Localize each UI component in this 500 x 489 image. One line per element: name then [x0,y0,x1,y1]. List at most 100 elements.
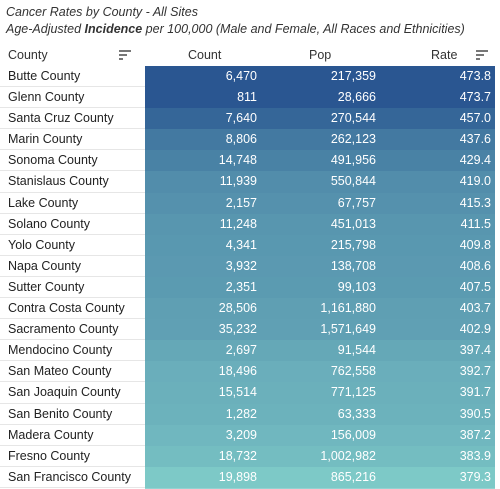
table-row[interactable]: Contra Costa County 28,506 1,161,880 403.7 [0,298,496,321]
heat-cell: 3,209 156,009 387.2 [145,424,495,447]
count-cell: 4,341 [225,237,257,252]
header-count[interactable]: Count [188,48,222,62]
heat-cell: 15,514 771,125 391.7 [145,382,495,405]
header-pop[interactable]: Pop [309,48,332,62]
count-cell: 35,232 [218,322,257,337]
table-row[interactable]: Stanislaus County 11,939 550,844 419.0 [0,171,496,194]
county-cell: Santa Cruz County [0,108,145,130]
rate-cell: 391.7 [459,385,491,400]
pop-cell: 1,571,649 [320,322,376,337]
rate-cell: 390.5 [459,406,491,421]
subtitle-prefix: Age-Adjusted [6,22,85,36]
table-row[interactable]: Solano County 11,248 451,013 411.5 [0,213,496,236]
table-row[interactable]: Sacramento County 35,232 1,571,649 402.9 [0,319,496,342]
county-cell: Fresno County [0,446,145,467]
pop-cell: 63,333 [337,406,376,421]
rate-cell: 415.3 [459,195,491,210]
pop-cell: 156,009 [330,427,376,442]
county-cell: San Francisco County [0,467,145,488]
table-row[interactable]: Yolo County 4,341 215,798 409.8 [0,234,496,257]
county-cell: Contra Costa County [0,298,145,320]
table-row[interactable]: Lake County 2,157 67,757 415.3 [0,192,496,215]
table-row[interactable]: Napa County 3,932 138,708 408.6 [0,255,496,278]
county-cell: San Benito County [0,404,145,425]
table-row[interactable]: Marin County 8,806 262,123 437.6 [0,129,496,152]
sort-icon[interactable] [119,50,131,60]
table-row[interactable]: Mendocino County 2,697 91,544 397.4 [0,340,496,363]
heat-cell: 19,898 865,216 379.3 [145,466,495,489]
table-row[interactable]: Santa Cruz County 7,640 270,544 457.0 [0,108,496,131]
rate-cell: 408.6 [459,258,491,273]
table-row[interactable]: San Mateo County 18,496 762,558 392.7 [0,361,496,384]
table-row[interactable]: Sonoma County 14,748 491,956 429.4 [0,150,496,173]
count-cell: 11,248 [219,216,257,231]
table-row[interactable]: Butte County 6,470 217,359 473.8 [0,66,496,89]
table-row[interactable]: Madera County 3,209 156,009 387.2 [0,424,496,447]
count-cell: 14,748 [218,153,257,168]
county-cell: Stanislaus County [0,171,145,193]
county-cell: Lake County [0,193,145,214]
table-row[interactable]: San Francisco County 19,898 865,216 379.3 [0,466,496,489]
count-cell: 2,157 [225,195,257,210]
pop-cell: 138,708 [330,258,376,273]
rate-cell: 407.5 [459,279,491,294]
county-cell: Butte County [0,66,145,88]
pop-cell: 217,359 [330,69,376,83]
table-row[interactable]: San Benito County 1,282 63,333 390.5 [0,403,496,426]
pop-cell: 771,125 [330,385,376,400]
rate-cell: 383.9 [459,448,491,463]
pop-cell: 451,013 [330,216,376,231]
heat-cell: 11,248 451,013 411.5 [145,213,495,236]
rate-cell: 473.7 [459,90,491,105]
county-cell: Sonoma County [0,150,145,172]
header-rate[interactable]: Rate [431,48,458,62]
county-cell: Yolo County [0,235,145,256]
rate-cell: 419.0 [459,174,491,189]
table-body: Butte County 6,470 217,359 473.8 Glenn Count… [0,66,496,489]
pop-cell: 491,956 [330,153,376,168]
heat-cell: 18,732 1,002,982 383.9 [145,445,495,468]
sort-icon[interactable] [476,50,488,60]
heat-cell: 3,932 138,708 408.6 [145,255,495,278]
heat-cell: 4,341 215,798 409.8 [145,234,495,257]
county-cell: Glenn County [0,87,145,109]
heat-cell: 2,157 67,757 415.3 [145,192,495,215]
count-cell: 18,496 [218,364,257,379]
chart-title: Cancer Rates by County - All Sites [6,5,198,19]
county-cell: Solano County [0,214,145,235]
heat-cell: 35,232 1,571,649 402.9 [145,319,495,342]
pop-cell: 99,103 [337,279,376,294]
count-cell: 6,470 [225,69,257,83]
table-row[interactable]: San Joaquin County 15,514 771,125 391.7 [0,382,496,405]
pop-cell: 762,558 [330,364,376,379]
count-cell: 3,932 [225,258,257,273]
rate-cell: 473.8 [459,69,491,83]
county-cell: San Mateo County [0,361,145,383]
subtitle-suffix: per 100,000 (Male and Female, All Races … [142,22,465,36]
rate-cell: 402.9 [459,322,491,337]
heat-cell: 11,939 550,844 419.0 [145,171,495,194]
count-cell: 2,351 [225,279,257,294]
count-cell: 1,282 [225,406,257,421]
heat-cell: 2,351 99,103 407.5 [145,276,495,300]
rate-cell: 387.2 [459,427,491,442]
table-header: County Count Pop Rate [0,44,496,66]
count-cell: 7,640 [225,111,257,126]
pop-cell: 1,002,982 [320,448,376,463]
header-county[interactable]: County [8,48,48,62]
county-cell: Sutter County [0,277,145,299]
pop-cell: 215,798 [330,237,376,252]
pop-cell: 1,161,880 [320,301,376,316]
heat-cell: 7,640 270,544 457.0 [145,108,495,131]
heat-cell: 6,470 217,359 473.8 [145,66,495,89]
rate-cell: 392.7 [459,364,491,379]
table-row[interactable]: Glenn County 811 28,666 473.7 [0,87,496,110]
table-row[interactable]: Sutter County 2,351 99,103 407.5 [0,276,496,300]
heat-cell: 2,697 91,544 397.4 [145,340,495,363]
heat-cell: 811 28,666 473.7 [145,87,495,110]
county-cell: San Joaquin County [0,382,145,404]
pop-cell: 67,757 [337,195,376,210]
rate-cell: 429.4 [459,153,491,168]
heat-cell: 28,506 1,161,880 403.7 [145,298,495,321]
table-row[interactable]: Fresno County 18,732 1,002,982 383.9 [0,445,496,468]
